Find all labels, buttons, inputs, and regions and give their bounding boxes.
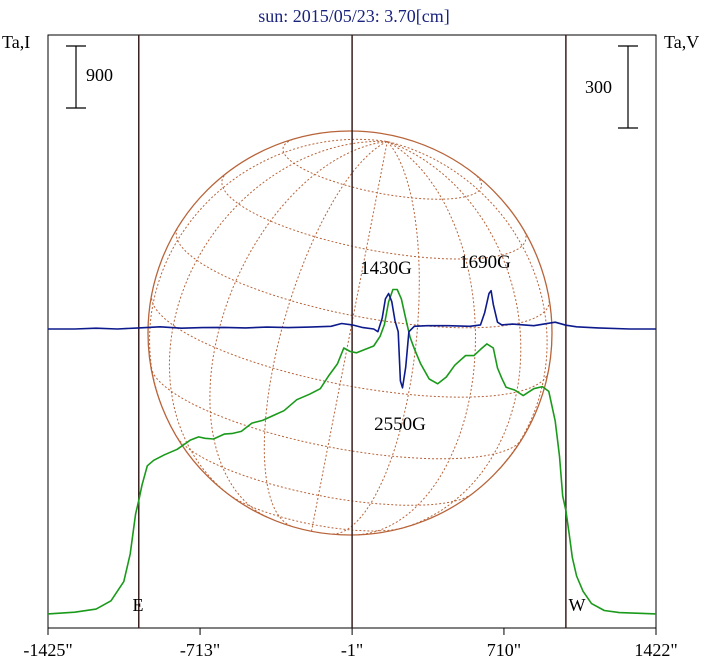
solar-disk bbox=[147, 130, 553, 536]
series-intensity-line bbox=[47, 288, 657, 615]
chart-title: sun: 2015/05/23: 3.70[cm] bbox=[258, 6, 450, 26]
disk-longitude-line bbox=[149, 138, 388, 404]
series-polarization-line bbox=[48, 289, 656, 389]
x-tick-label: 710" bbox=[487, 640, 521, 660]
disk-longitude-line bbox=[332, 141, 420, 535]
east-limb-label: E bbox=[133, 595, 144, 615]
disk-longitude-line bbox=[168, 140, 388, 496]
west-limb-label: W bbox=[569, 595, 586, 615]
annotation-2550g: 2550G bbox=[374, 414, 426, 435]
disk-latitude-line bbox=[221, 172, 527, 260]
right-axis-label: Ta,V bbox=[664, 32, 699, 52]
left-scale-bar: 900 bbox=[66, 45, 113, 109]
right-scale-bar: 300 bbox=[585, 45, 638, 129]
x-tick-label: -1" bbox=[341, 640, 363, 660]
x-tick-label: 1422" bbox=[634, 640, 677, 660]
annotation-1430g: 1430G bbox=[360, 258, 412, 279]
left-scale-bar-label: 900 bbox=[86, 65, 113, 85]
disk-longitude-line bbox=[263, 141, 388, 527]
x-tick-label: -713" bbox=[180, 640, 220, 660]
x-axis: -1425" -713" -1" 710" 1422" bbox=[23, 628, 678, 660]
disk-limb bbox=[147, 130, 553, 536]
vertical-markers bbox=[138, 35, 567, 628]
disk-latitude-line bbox=[229, 494, 402, 532]
disk-longitude-line bbox=[358, 141, 477, 536]
disk-longitude-line bbox=[209, 141, 388, 518]
series-group bbox=[47, 288, 657, 615]
disk-longitude-line bbox=[311, 141, 388, 532]
x-tick-label: -1425" bbox=[23, 640, 72, 660]
disk-longitude-line bbox=[387, 141, 548, 470]
annotation-1690g: 1690G bbox=[459, 252, 511, 273]
disk-latitude-line bbox=[175, 228, 550, 329]
left-axis-label: Ta,I bbox=[2, 32, 30, 52]
disk-longitude-line bbox=[387, 141, 522, 529]
right-scale-bar-label: 300 bbox=[585, 77, 612, 97]
